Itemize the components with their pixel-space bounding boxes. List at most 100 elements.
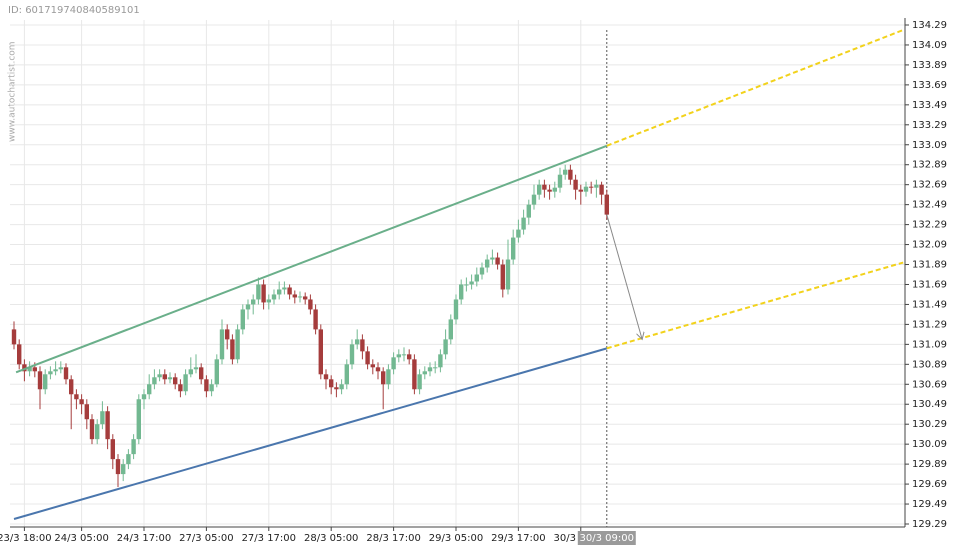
candle-body: [121, 464, 126, 475]
candle-body: [521, 217, 526, 230]
candle-body: [344, 364, 349, 385]
y-tick-label: 129.69: [912, 479, 947, 490]
candle-body: [495, 257, 500, 265]
candle-body: [214, 359, 219, 385]
forecast-arrow: [606, 214, 642, 340]
y-tick-label: 131.89: [912, 260, 947, 271]
candle-body: [105, 411, 110, 440]
y-tick-label: 131.29: [912, 319, 947, 330]
candle-body: [178, 384, 183, 392]
candle-body: [95, 424, 100, 440]
candle-body: [448, 319, 453, 340]
candle-body: [552, 187, 557, 192]
candle-body: [126, 454, 131, 465]
candle-body: [604, 194, 609, 215]
candle-body: [526, 204, 531, 218]
candle-body: [256, 284, 261, 300]
candle-body: [183, 374, 188, 392]
candle-body: [386, 369, 391, 385]
candle-body: [84, 404, 90, 420]
candle-body: [588, 186, 594, 188]
candle-body: [147, 384, 152, 395]
cursor-label: 30/3 09:00: [580, 533, 634, 544]
candle-body: [427, 367, 433, 372]
candle-body: [240, 309, 245, 330]
candle-body: [583, 186, 589, 192]
y-tick-label: 132.89: [912, 160, 947, 171]
candle-body: [250, 299, 256, 305]
y-tick-label: 133.49: [912, 100, 947, 111]
candle-body: [188, 369, 193, 375]
candle-body: [328, 379, 334, 388]
candle-body: [578, 189, 583, 192]
candle-body: [172, 377, 178, 385]
candle-body: [505, 259, 511, 290]
candle-body: [136, 399, 142, 440]
candle-body: [157, 374, 162, 378]
candle-body: [479, 267, 485, 275]
candle-body: [417, 374, 422, 390]
candle-body: [365, 351, 370, 365]
candle-body: [53, 369, 58, 372]
candle-body: [43, 374, 48, 390]
candle-body: [360, 339, 365, 352]
candle-body: [32, 367, 38, 372]
candle-body: [282, 287, 287, 290]
candle-body: [292, 294, 297, 298]
candle-body: [17, 344, 22, 365]
x-tick-label: 28/3 05:00: [304, 533, 358, 544]
channel-line: [606, 261, 904, 350]
candle-body: [100, 411, 105, 425]
candle-body: [224, 329, 230, 340]
y-tick-label: 131.09: [912, 339, 947, 350]
x-tick-label: 29/3 17:00: [491, 533, 545, 544]
candle-body: [302, 296, 308, 300]
candle-body: [500, 264, 505, 290]
candle-body: [323, 374, 329, 380]
candle-body: [287, 287, 292, 295]
candle-body: [261, 284, 266, 303]
y-tick-label: 131.49: [912, 299, 947, 310]
y-tick-label: 133.29: [912, 120, 947, 131]
candle-body: [266, 299, 271, 303]
candle-body: [89, 419, 95, 440]
candle-body: [432, 367, 438, 369]
y-tick-label: 134.29: [912, 20, 947, 31]
candle-body: [22, 364, 27, 372]
candle-body: [443, 339, 448, 355]
candle-body: [58, 367, 64, 370]
candle-body: [375, 367, 381, 372]
x-tick-label: 27/3 17:00: [242, 533, 296, 544]
candle-body: [79, 399, 84, 405]
y-tick-label: 133.09: [912, 140, 947, 151]
candle-body: [412, 359, 417, 390]
x-tick-label: 23/3 18:00: [0, 533, 52, 544]
candle-body: [162, 374, 167, 380]
x-tick-label: 27/3 05:00: [179, 533, 233, 544]
candle-body: [230, 339, 235, 360]
candle-body: [219, 329, 225, 360]
candle-body: [354, 339, 360, 345]
y-tick-label: 132.49: [912, 200, 947, 211]
candle-body: [204, 379, 209, 392]
x-tick-label: 24/3 05:00: [54, 533, 108, 544]
y-tick-label: 129.49: [912, 499, 947, 510]
candle-body: [48, 371, 53, 375]
candle-body: [464, 284, 469, 286]
candle-body: [313, 309, 318, 330]
candle-body: [131, 439, 136, 455]
candle-body: [406, 354, 412, 360]
candle-body: [510, 237, 516, 260]
candle-body: [380, 371, 386, 385]
candle-body: [453, 299, 459, 320]
y-tick-label: 133.89: [912, 60, 947, 71]
candle-body: [568, 169, 573, 180]
candle-body: [318, 329, 323, 375]
y-tick-label: 132.29: [912, 220, 947, 231]
candle-body: [193, 367, 199, 370]
candle-body: [531, 194, 537, 205]
candle-body: [396, 354, 401, 358]
x-tick-label: 24/3 17:00: [117, 533, 171, 544]
x-tick-label: 29/3 05:00: [429, 533, 483, 544]
chart-id: ID: 601719740840589101: [8, 5, 140, 16]
